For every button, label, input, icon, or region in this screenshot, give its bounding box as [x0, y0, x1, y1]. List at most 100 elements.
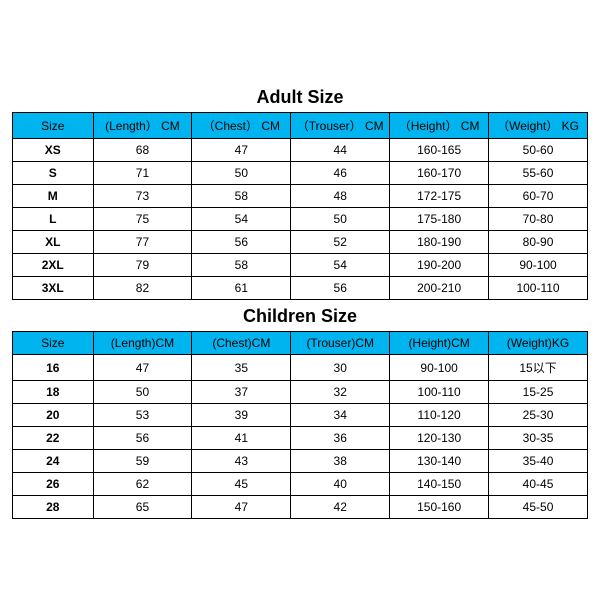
- cell: 61: [192, 277, 291, 300]
- cell-size: 22: [13, 427, 94, 450]
- cell: 53: [93, 404, 192, 427]
- cell: 172-175: [390, 185, 489, 208]
- children-size-table: Size (Length)CM (Chest)CM (Trouser)CM (H…: [12, 331, 588, 519]
- cell: 35: [192, 355, 291, 381]
- cell-size: M: [13, 185, 94, 208]
- cell-size: 26: [13, 473, 94, 496]
- cell: 90-100: [489, 254, 588, 277]
- cell: 77: [93, 231, 192, 254]
- children-tbody: 1647353090-10015以下 18503732100-11015-25 …: [13, 355, 588, 519]
- cell: 30-35: [489, 427, 588, 450]
- cell: 150-160: [390, 496, 489, 519]
- table-row: 24594338130-14035-40: [13, 450, 588, 473]
- cell: 56: [291, 277, 390, 300]
- cell: 39: [192, 404, 291, 427]
- cell: 71: [93, 162, 192, 185]
- table-row: 22564136120-13030-35: [13, 427, 588, 450]
- cell: 45-50: [489, 496, 588, 519]
- cell: 68: [93, 139, 192, 162]
- col-weight: （Weight） KG: [489, 113, 588, 139]
- cell: 160-165: [390, 139, 489, 162]
- adult-header-row: Size (Length） CM （Chest） CM （Trouser） CM…: [13, 113, 588, 139]
- cell: 34: [291, 404, 390, 427]
- cell: 44: [291, 139, 390, 162]
- table-row: M735848172-17560-70: [13, 185, 588, 208]
- cell: 50: [93, 381, 192, 404]
- cell: 55-60: [489, 162, 588, 185]
- col-chest: （Chest） CM: [192, 113, 291, 139]
- table-row: XS684744160-16550-60: [13, 139, 588, 162]
- cell: 40-45: [489, 473, 588, 496]
- cell-size: 20: [13, 404, 94, 427]
- children-title: Children Size: [12, 300, 588, 331]
- cell: 50: [291, 208, 390, 231]
- cell: 79: [93, 254, 192, 277]
- cell-size: 16: [13, 355, 94, 381]
- table-row: 2XL795854190-20090-100: [13, 254, 588, 277]
- cell: 62: [93, 473, 192, 496]
- col-chest: (Chest)CM: [192, 332, 291, 355]
- cell: 65: [93, 496, 192, 519]
- cell: 110-120: [390, 404, 489, 427]
- cell: 52: [291, 231, 390, 254]
- cell: 46: [291, 162, 390, 185]
- cell-size: S: [13, 162, 94, 185]
- cell: 56: [192, 231, 291, 254]
- cell: 60-70: [489, 185, 588, 208]
- cell: 42: [291, 496, 390, 519]
- cell: 75: [93, 208, 192, 231]
- cell: 15以下: [489, 355, 588, 381]
- cell-size: 18: [13, 381, 94, 404]
- table-row: 18503732100-11015-25: [13, 381, 588, 404]
- cell: 47: [192, 139, 291, 162]
- table-row: L755450175-18070-80: [13, 208, 588, 231]
- cell-size: XL: [13, 231, 94, 254]
- adult-size-table: Size (Length） CM （Chest） CM （Trouser） CM…: [12, 112, 588, 300]
- cell: 25-30: [489, 404, 588, 427]
- cell-size: 2XL: [13, 254, 94, 277]
- cell: 180-190: [390, 231, 489, 254]
- cell: 50-60: [489, 139, 588, 162]
- cell: 200-210: [390, 277, 489, 300]
- cell: 130-140: [390, 450, 489, 473]
- cell: 35-40: [489, 450, 588, 473]
- cell: 59: [93, 450, 192, 473]
- cell-size: 3XL: [13, 277, 94, 300]
- cell: 50: [192, 162, 291, 185]
- col-size: Size: [13, 113, 94, 139]
- cell: 47: [93, 355, 192, 381]
- cell: 40: [291, 473, 390, 496]
- table-row: 3XL826156200-210100-110: [13, 277, 588, 300]
- cell: 38: [291, 450, 390, 473]
- cell: 73: [93, 185, 192, 208]
- col-length: (Length)CM: [93, 332, 192, 355]
- cell: 32: [291, 381, 390, 404]
- col-height: （Height） CM: [390, 113, 489, 139]
- cell: 30: [291, 355, 390, 381]
- size-chart-container: Adult Size Size (Length） CM （Chest） CM （…: [0, 81, 600, 519]
- cell: 120-130: [390, 427, 489, 450]
- cell: 41: [192, 427, 291, 450]
- children-header-row: Size (Length)CM (Chest)CM (Trouser)CM (H…: [13, 332, 588, 355]
- table-row: 28654742150-16045-50: [13, 496, 588, 519]
- cell: 36: [291, 427, 390, 450]
- cell: 70-80: [489, 208, 588, 231]
- cell: 15-25: [489, 381, 588, 404]
- cell-size: L: [13, 208, 94, 231]
- cell: 37: [192, 381, 291, 404]
- cell: 47: [192, 496, 291, 519]
- cell: 100-110: [390, 381, 489, 404]
- cell: 90-100: [390, 355, 489, 381]
- adult-title: Adult Size: [12, 81, 588, 112]
- table-row: 1647353090-10015以下: [13, 355, 588, 381]
- col-trouser: (Trouser)CM: [291, 332, 390, 355]
- cell: 45: [192, 473, 291, 496]
- table-row: S715046160-17055-60: [13, 162, 588, 185]
- cell: 58: [192, 254, 291, 277]
- cell: 54: [192, 208, 291, 231]
- cell: 82: [93, 277, 192, 300]
- col-height: (Height)CM: [390, 332, 489, 355]
- cell: 43: [192, 450, 291, 473]
- cell: 54: [291, 254, 390, 277]
- cell: 80-90: [489, 231, 588, 254]
